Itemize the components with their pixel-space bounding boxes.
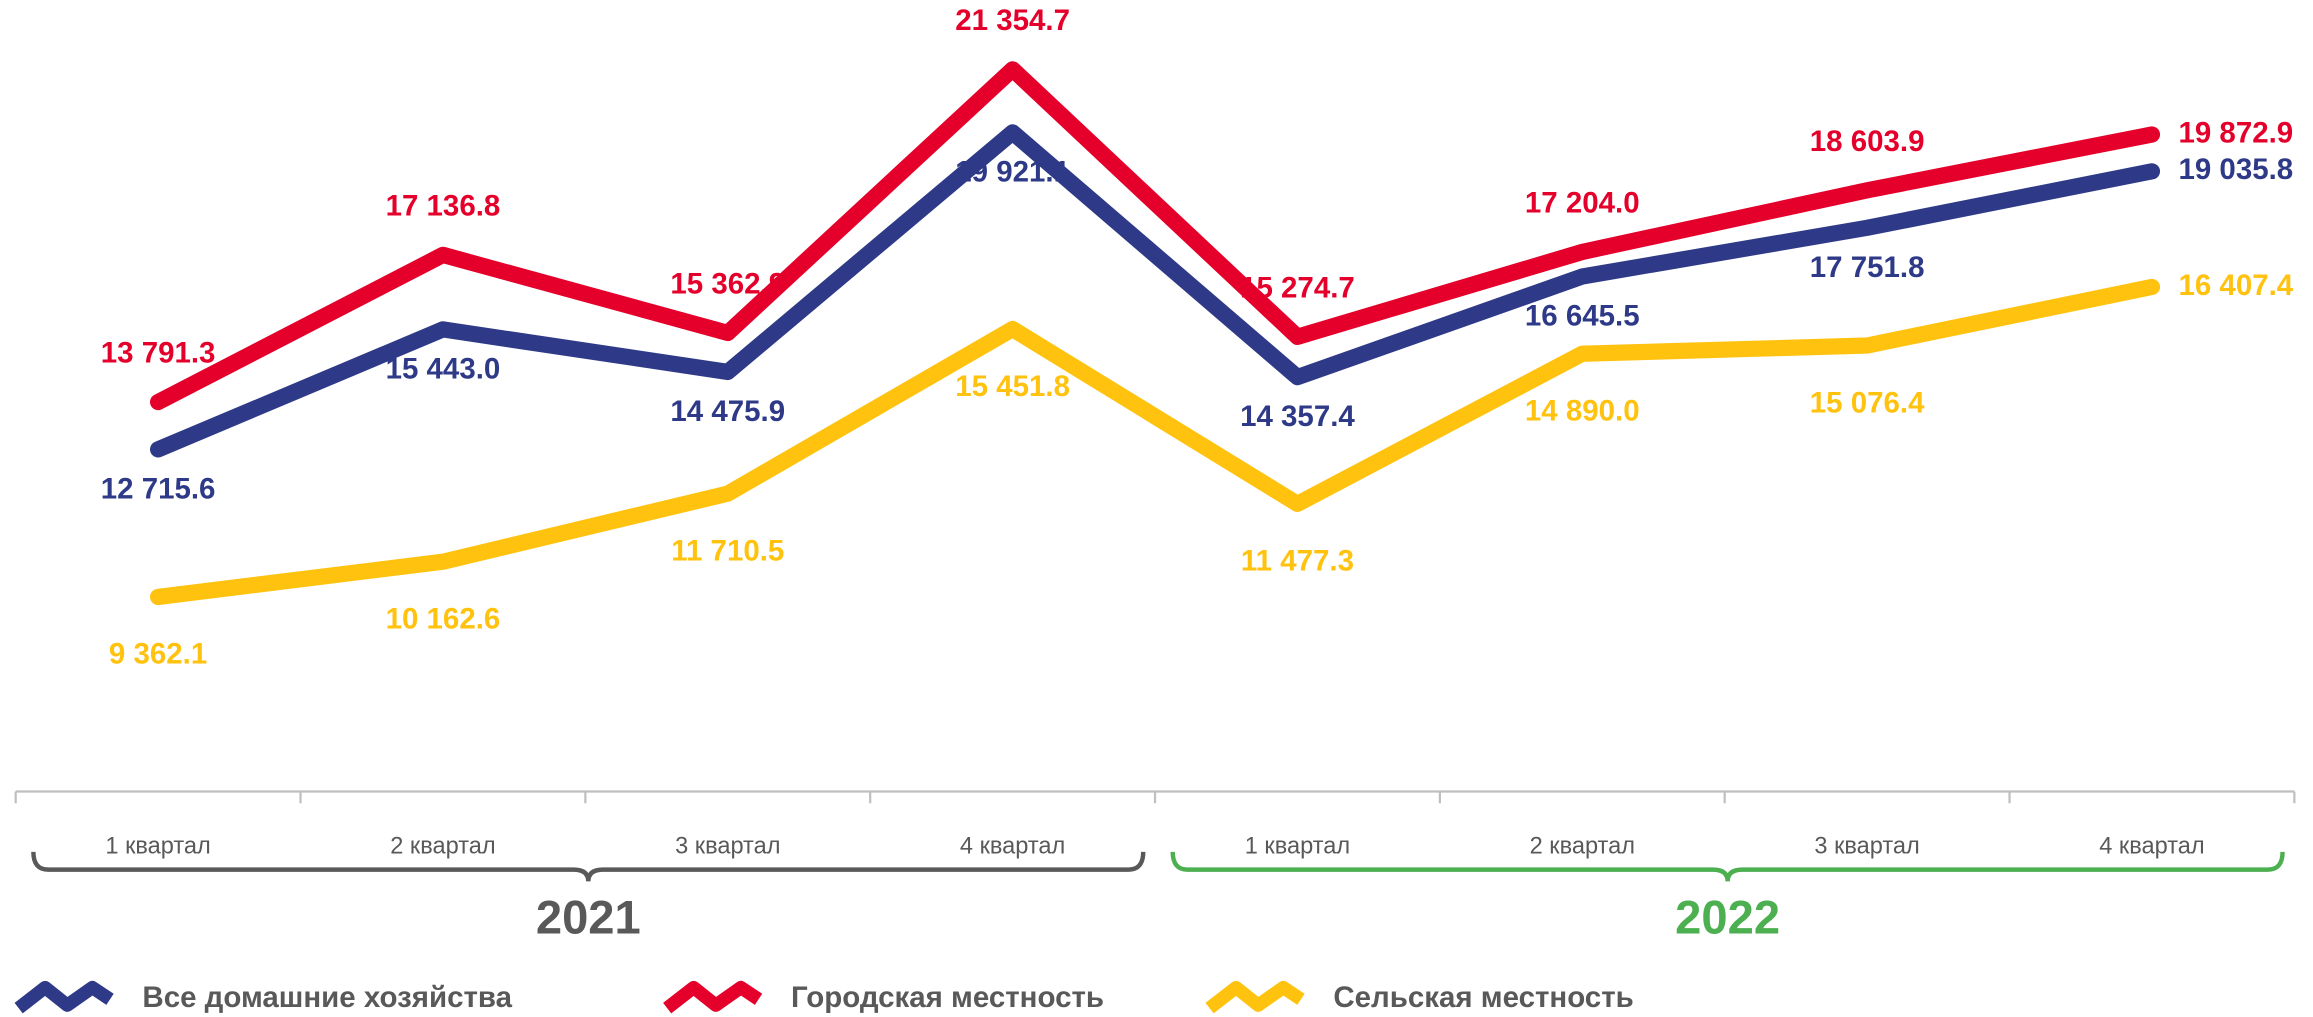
- data-label: 19 035.8: [2178, 153, 2293, 186]
- data-label: 15 362.9: [670, 268, 785, 301]
- x-tick-label: 3 квартал: [675, 833, 780, 859]
- data-label: 15 443.0: [386, 352, 501, 385]
- series-line: [150, 278, 2161, 606]
- group-brace: [1170, 851, 2285, 882]
- data-label: 11 477.3: [1241, 545, 1354, 578]
- data-label: 11 710.5: [671, 534, 784, 567]
- data-label: 9 362.1: [109, 638, 207, 671]
- series-line: [150, 124, 2161, 458]
- data-label: 15 076.4: [1810, 386, 1925, 419]
- data-label: 14 357.4: [1240, 400, 1355, 433]
- x-tick-label: 1 квартал: [1245, 833, 1350, 859]
- data-label: 15 274.7: [1240, 271, 1355, 304]
- data-label: 15 451.8: [955, 370, 1070, 403]
- series-line: [150, 61, 2161, 411]
- x-tick-label: 2 квартал: [1530, 833, 1635, 859]
- legend-icon: [663, 980, 763, 1014]
- data-label: 14 890.0: [1525, 394, 1640, 427]
- x-tick-label: 2 квартал: [390, 833, 495, 859]
- group-brace: [31, 851, 1146, 882]
- data-label: 14 475.9: [670, 395, 785, 428]
- data-label: 19 921.1: [955, 155, 1070, 188]
- data-label: 16 407.4: [2178, 269, 2293, 302]
- legend-label: Городская местность: [791, 981, 1104, 1014]
- data-label: 18 603.9: [1810, 125, 1925, 158]
- data-label: 10 162.6: [386, 602, 501, 635]
- legend-label: Все домашние хозяйства: [142, 981, 512, 1014]
- group-label: 2021: [536, 891, 641, 944]
- data-label: 17 204.0: [1525, 187, 1640, 220]
- legend-label: Сельская местность: [1333, 981, 1633, 1014]
- data-label: 17 136.8: [386, 189, 501, 222]
- group-label: 2022: [1675, 891, 1780, 944]
- legend-icon: [1205, 980, 1305, 1014]
- x-tick-label: 4 квартал: [960, 833, 1065, 859]
- data-label: 17 751.8: [1810, 251, 1925, 284]
- x-tick-label: 1 квартал: [105, 833, 210, 859]
- data-label: 21 354.7: [955, 4, 1070, 37]
- data-label: 12 715.6: [101, 472, 216, 505]
- data-label: 19 872.9: [2178, 116, 2293, 149]
- data-label: 13 791.3: [101, 337, 216, 370]
- data-label: 16 645.5: [1525, 300, 1640, 333]
- x-tick-label: 4 квартал: [2099, 833, 2204, 859]
- legend-icon: [14, 980, 114, 1014]
- x-tick-label: 3 квартал: [1814, 833, 1919, 859]
